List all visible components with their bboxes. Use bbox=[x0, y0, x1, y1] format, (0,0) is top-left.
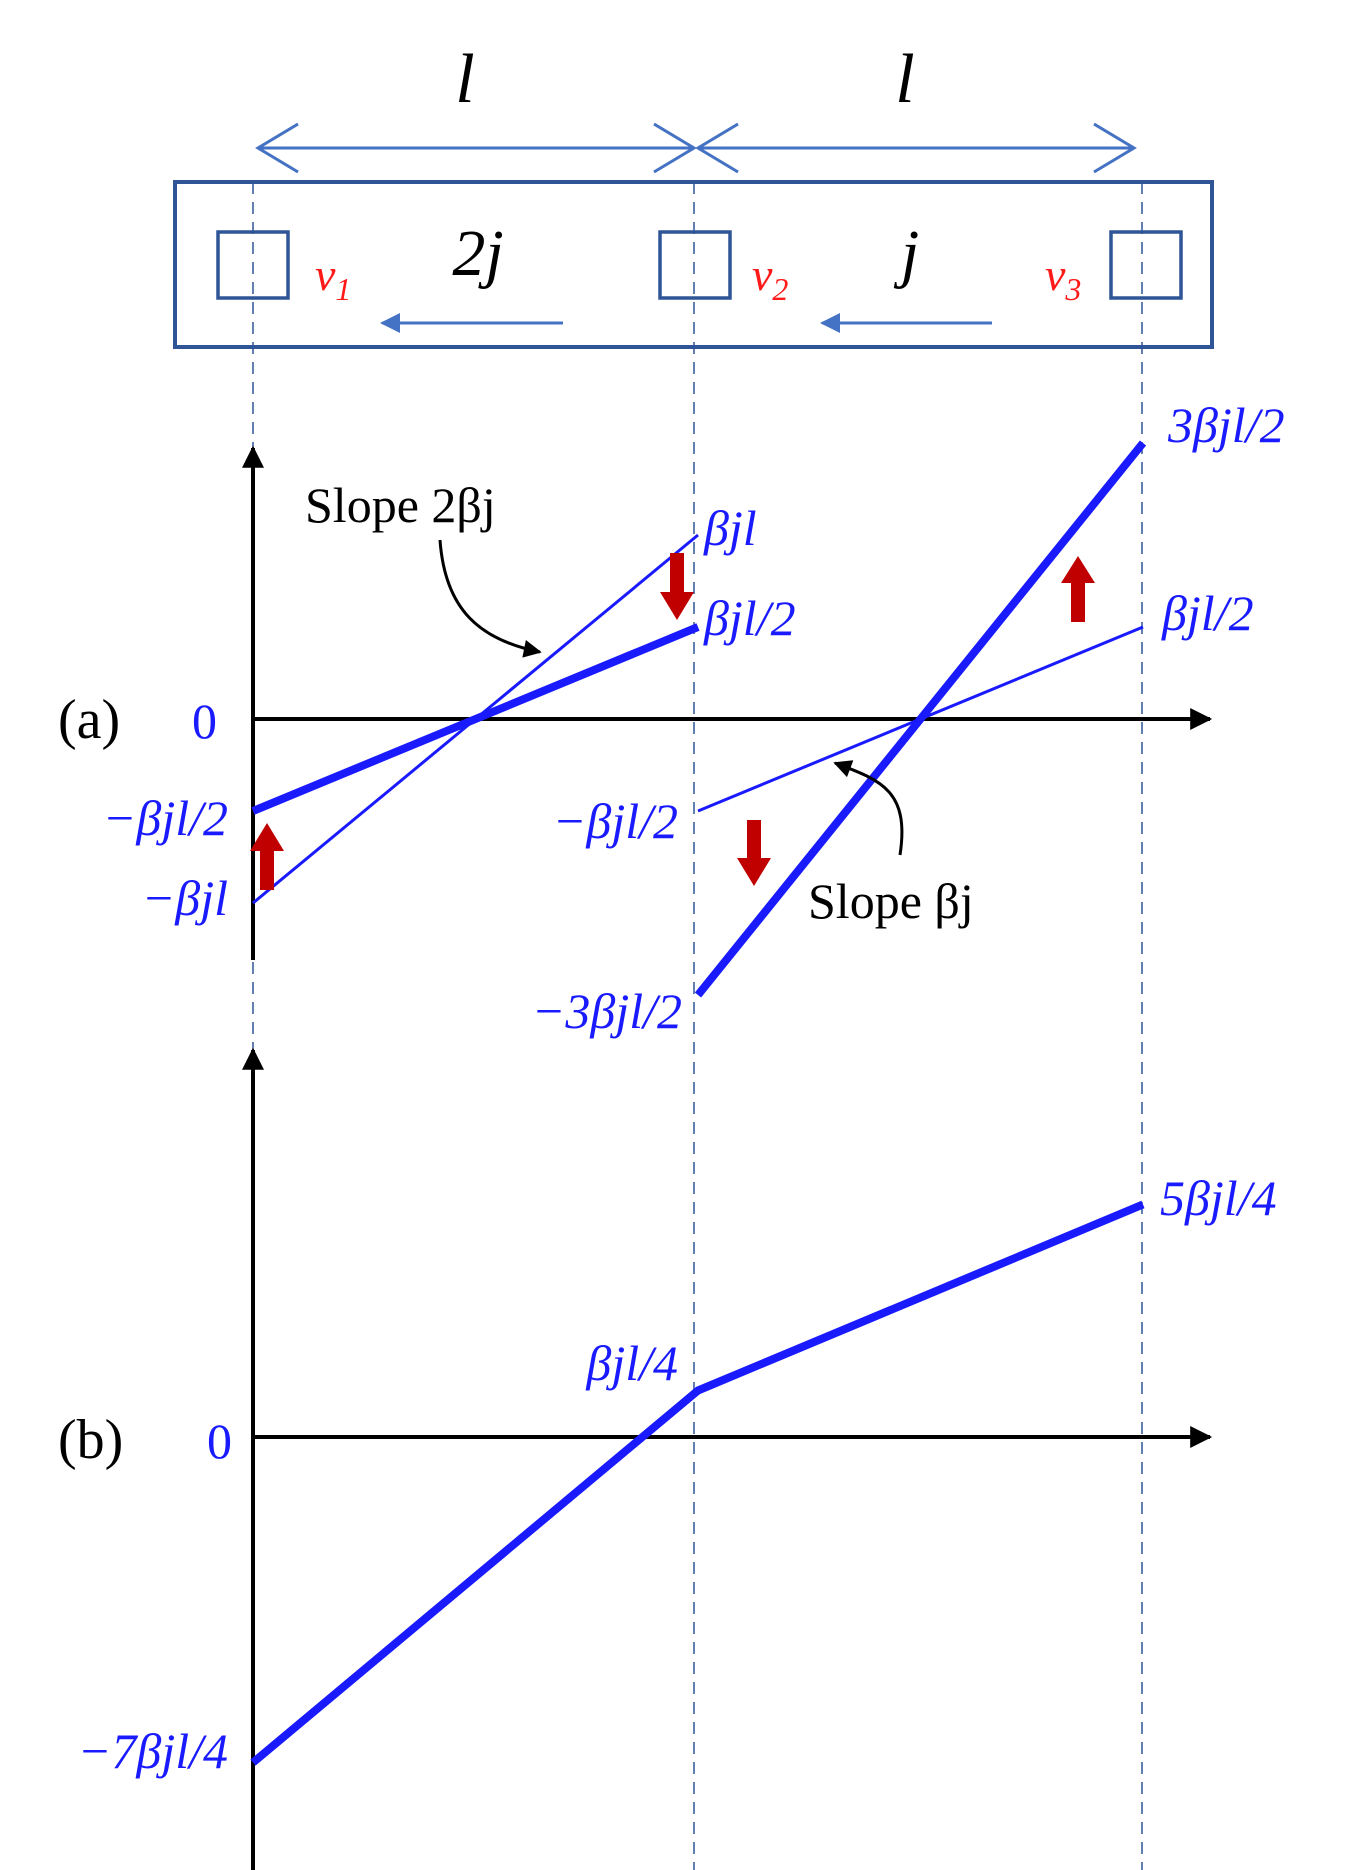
series-line-b-0 bbox=[250, 1200, 1145, 1766]
label-neg-half-mid: −βjl/2 bbox=[553, 793, 678, 849]
panel-b-axes bbox=[242, 1047, 1213, 1870]
panel-b-zero: 0 bbox=[207, 1413, 232, 1469]
red-arrows bbox=[250, 553, 1095, 890]
red-arrow-up-left bbox=[250, 823, 284, 890]
series-line-right-thick bbox=[694, 440, 1147, 998]
label-neg-three-half: −3βjl/2 bbox=[532, 983, 682, 1039]
span-label-right: l bbox=[895, 41, 914, 118]
label-five-quarter: 5βjl/4 bbox=[1160, 1170, 1277, 1226]
panel-a-zero: 0 bbox=[192, 693, 217, 749]
slope-label-left: Slope 2βj bbox=[305, 477, 496, 533]
panel-a-curves bbox=[251, 440, 1147, 998]
label-pos-half-mid: βjl/2 bbox=[703, 590, 796, 646]
label-pos-half-right: βjl/2 bbox=[1161, 585, 1254, 641]
red-arrow-down-lower bbox=[737, 820, 771, 886]
slope-pointer-right bbox=[833, 760, 904, 856]
voltage-label-v3: v3 bbox=[1045, 249, 1081, 307]
span-label-left: l bbox=[455, 41, 474, 118]
contact-pad-3 bbox=[1109, 230, 1183, 300]
series-line-left-thick bbox=[251, 623, 700, 815]
voltage-label-v2: v2 bbox=[752, 249, 788, 307]
panel-a-tag: (a) bbox=[58, 689, 120, 751]
label-neg-half-left: −βjl/2 bbox=[103, 790, 228, 846]
label-pos-one: βjl bbox=[703, 500, 757, 556]
current-label-right: j bbox=[893, 217, 919, 290]
red-arrow-down-mid bbox=[660, 553, 694, 620]
dashed-guides bbox=[252, 182, 1143, 1870]
label-neg-seven-quarter: −7βjl/4 bbox=[78, 1723, 228, 1779]
slope-label-right: Slope βj bbox=[808, 873, 974, 929]
voltage-label-v1: v1 bbox=[315, 249, 351, 307]
label-pos-three-half: 3βjl/2 bbox=[1167, 397, 1285, 453]
current-label-left: 2j bbox=[452, 217, 503, 290]
panel-b-curves bbox=[250, 1200, 1145, 1766]
panel-a-axes bbox=[242, 445, 1213, 960]
span-dimension-arrows bbox=[255, 122, 1137, 174]
contact-pad-2 bbox=[658, 230, 732, 300]
label-quarter: βjl/4 bbox=[585, 1335, 678, 1391]
label-neg-one: −βjl bbox=[142, 870, 228, 926]
panel-b-tag: (b) bbox=[58, 1409, 123, 1471]
slope-pointer-left bbox=[438, 539, 542, 658]
red-arrow-up-right bbox=[1061, 556, 1095, 622]
